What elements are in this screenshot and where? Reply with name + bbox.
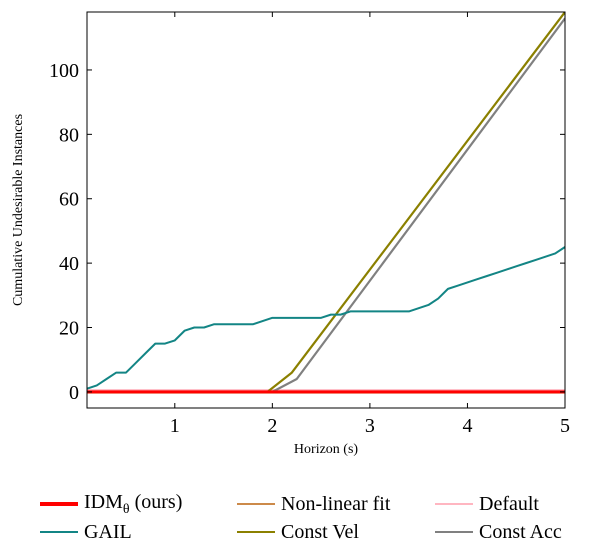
series-line-gail [87,246,565,390]
y-tick-label: 0 [69,382,79,404]
legend-item-idm: IDMθ (ours) [40,491,237,518]
legend-label-gail: GAIL [84,520,132,543]
x-tick-label: 2 [267,415,277,437]
legend-swatch-nonlinear-fit [237,503,275,505]
x-tick-label: 3 [365,415,375,437]
legend-label-nonlinear-fit: Non-linear fit [281,492,391,515]
plot-frame [86,11,566,409]
x-tick-label: 5 [560,415,570,437]
legend-item-const-acc: Const Acc [435,521,605,544]
y-tick-label: 60 [59,189,79,211]
x-tick-label: 4 [462,415,472,437]
legend-label-default: Default [479,492,539,515]
legend-swatch-default [435,503,473,505]
y-tick-label: 40 [59,253,79,275]
legend-label-const-acc: Const Acc [479,520,562,543]
chart: 1 2 3 4 5 0 20 40 60 80 100 Horizon (s) Cumulative… [11,11,570,457]
y-tick-label: 80 [59,124,79,146]
legend-swatch-const-vel [237,531,275,533]
legend-row-1: IDMθ (ours) Non-linear fit Default [40,490,605,518]
legend-label-idm: IDMθ (ours) [84,490,183,517]
legend-item-const-vel: Const Vel [237,521,435,544]
y-tick-label: 100 [49,60,79,82]
legend-row-2: GAIL Const Vel Const Acc [40,518,605,546]
plot-area [87,12,565,408]
legend-item-nonlinear-fit: Non-linear fit [237,493,435,516]
x-axis-label: Horizon (s) [294,442,358,457]
legend: IDMθ (ours) Non-linear fit Default GAIL … [40,490,605,546]
y-axis-label: Cumulative Undesirable Instances [11,114,26,306]
x-tick-label: 1 [170,415,180,437]
legend-swatch-const-acc [435,531,473,533]
legend-swatch-idm [40,502,78,506]
legend-item-gail: GAIL [40,521,237,544]
legend-item-default: Default [435,493,605,516]
ticks-layer: 1 2 3 4 5 0 20 40 60 80 100 [49,12,570,437]
legend-swatch-gail [40,531,78,533]
legend-label-const-vel: Const Vel [281,520,359,543]
series-layer [87,12,565,394]
y-tick-label: 20 [59,318,79,340]
